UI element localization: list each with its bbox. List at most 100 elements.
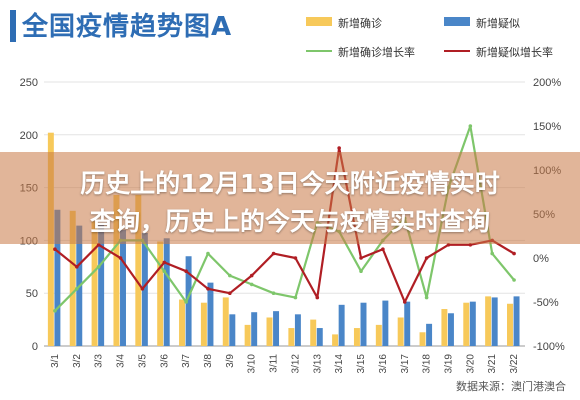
point-confirmed-rate (162, 269, 167, 274)
x-tick-label: 3/4 (116, 354, 127, 368)
x-tick-label: 3/14 (334, 354, 345, 374)
bar-suspected (207, 282, 214, 346)
bar-confirmed (507, 303, 513, 346)
bar-suspected (360, 302, 367, 346)
bar-suspected (54, 209, 61, 346)
bar-suspected (229, 314, 236, 346)
bar-confirmed (375, 324, 382, 346)
title-accent-bar (10, 10, 16, 42)
x-tick-label: 3/9 (225, 354, 236, 368)
bar-suspected (294, 314, 301, 346)
x-tick-label: 3/22 (509, 354, 520, 374)
bar-confirmed (332, 334, 339, 346)
point-suspected-rate (140, 287, 145, 291)
x-tick-label: 3/21 (487, 354, 498, 374)
x-tick-label: 3/6 (159, 354, 170, 368)
bar-confirmed (157, 241, 164, 346)
y-right-tick-label: -50% (533, 297, 559, 309)
bar-confirmed (266, 317, 273, 346)
bar-confirmed (200, 302, 207, 346)
bar-confirmed (91, 221, 98, 346)
overlay-line-2: 查询，历史上的今天与疫情实时查询 (89, 207, 490, 236)
headline-overlay: 历史上的12月13日今天附近疫情实时 查询，历史上的今天与疫情实时查询 (0, 152, 580, 244)
x-tick-label: 3/16 (378, 354, 389, 374)
x-tick-label: 3/12 (290, 354, 301, 374)
x-tick-label: 3/5 (137, 354, 148, 368)
point-confirmed-rate (206, 251, 210, 256)
x-tick-label: 3/10 (247, 354, 258, 374)
bar-confirmed (441, 309, 448, 346)
point-confirmed-rate (359, 269, 363, 274)
point-confirmed-rate (512, 278, 516, 282)
point-confirmed-rate (96, 265, 101, 269)
x-tick-label: 3/2 (72, 354, 83, 368)
point-confirmed-rate (228, 273, 232, 278)
point-confirmed-rate (74, 287, 79, 291)
bar-confirmed (288, 328, 295, 346)
bar-suspected (447, 313, 454, 346)
line-suspected-rate (54, 146, 515, 304)
point-confirmed-rate (490, 251, 495, 256)
bar-confirmed (113, 194, 120, 346)
x-tick-label: 3/18 (422, 354, 433, 374)
point-confirmed-rate (53, 309, 57, 313)
point-suspected-rate (74, 265, 79, 269)
point-suspected-rate (162, 260, 167, 265)
bar-suspected (382, 300, 389, 346)
point-confirmed-rate (271, 291, 276, 296)
point-suspected-rate (337, 146, 341, 150)
point-suspected-rate (206, 287, 210, 291)
x-tick-label: 3/7 (181, 354, 192, 368)
point-suspected-rate (118, 256, 123, 260)
point-suspected-rate (512, 251, 516, 256)
bar-confirmed (69, 210, 76, 346)
y-right-tick-label: -100% (533, 341, 565, 353)
source-note: 数据来源：澳门港澳合 (456, 380, 566, 393)
bar-suspected (491, 297, 498, 346)
bar-suspected (98, 224, 105, 346)
point-suspected-rate (402, 300, 407, 304)
chart-title: 全国疫情趋势图A (22, 12, 233, 42)
bar-confirmed (244, 324, 251, 346)
x-tick-label: 3/13 (312, 354, 323, 374)
point-suspected-rate (249, 273, 254, 278)
bar-confirmed (179, 299, 186, 346)
point-suspected-rate (53, 247, 57, 251)
legend-swatch-suspected (444, 17, 470, 26)
point-confirmed-rate (293, 295, 298, 300)
x-tick-label: 3/19 (443, 354, 454, 374)
point-suspected-rate (228, 291, 232, 296)
y-right-tick-label: 0% (533, 253, 549, 265)
overlay-line-1: 历史上的12月13日今天附近疫情实时 (80, 169, 500, 198)
bar-confirmed (353, 328, 360, 346)
legend-swatch-suspected-rate (444, 50, 470, 52)
bar-suspected (338, 304, 345, 346)
y-left-tick-label: 250 (20, 77, 38, 89)
point-suspected-rate (381, 247, 385, 251)
legend-label-confirmed-rate: 新增确诊增长率 (338, 46, 415, 59)
point-confirmed-rate (184, 300, 188, 304)
point-confirmed-rate (468, 124, 473, 128)
bar-suspected (404, 301, 411, 346)
y-right-tick-label: 150% (533, 121, 561, 133)
x-tick-label: 3/3 (94, 354, 105, 368)
y-left-tick-label: 50 (26, 288, 38, 300)
legend-swatch-confirmed-rate (306, 50, 332, 52)
legend-label-confirmed: 新增确诊 (338, 17, 382, 30)
y-left-tick-label: 0 (32, 341, 38, 353)
bar-confirmed (485, 296, 492, 346)
y-left-tick-label: 200 (20, 130, 38, 142)
bar-suspected (141, 233, 148, 346)
point-confirmed-rate (424, 295, 429, 300)
legend-label-suspected: 新增疑似 (476, 17, 520, 30)
bar-suspected (469, 301, 476, 346)
bar-suspected (316, 328, 323, 346)
point-suspected-rate (424, 256, 429, 260)
bar-suspected (163, 238, 170, 346)
legend-label-suspected-rate: 新增疑似增长率 (476, 46, 553, 59)
bar-confirmed (463, 302, 470, 346)
y-right-tick-label: 200% (533, 77, 561, 89)
bar-confirmed (397, 317, 404, 346)
x-tick-label: 3/15 (356, 354, 367, 374)
